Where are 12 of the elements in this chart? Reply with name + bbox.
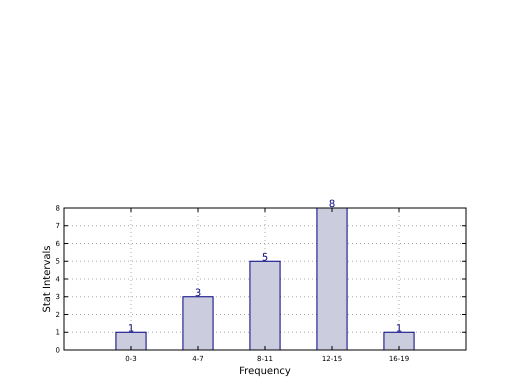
bar <box>383 332 415 350</box>
data-label: 1 <box>128 323 134 334</box>
bar <box>182 296 214 350</box>
x-axis-title: Frequency <box>239 366 291 377</box>
data-label: 8 <box>328 199 336 210</box>
bar <box>115 332 147 350</box>
bar <box>249 260 281 350</box>
bar <box>316 208 348 350</box>
data-label: 5 <box>262 252 268 264</box>
y-axis-title: Stat Intervals <box>42 245 53 313</box>
data-label: 1 <box>396 323 402 334</box>
data-label: 3 <box>194 288 202 299</box>
